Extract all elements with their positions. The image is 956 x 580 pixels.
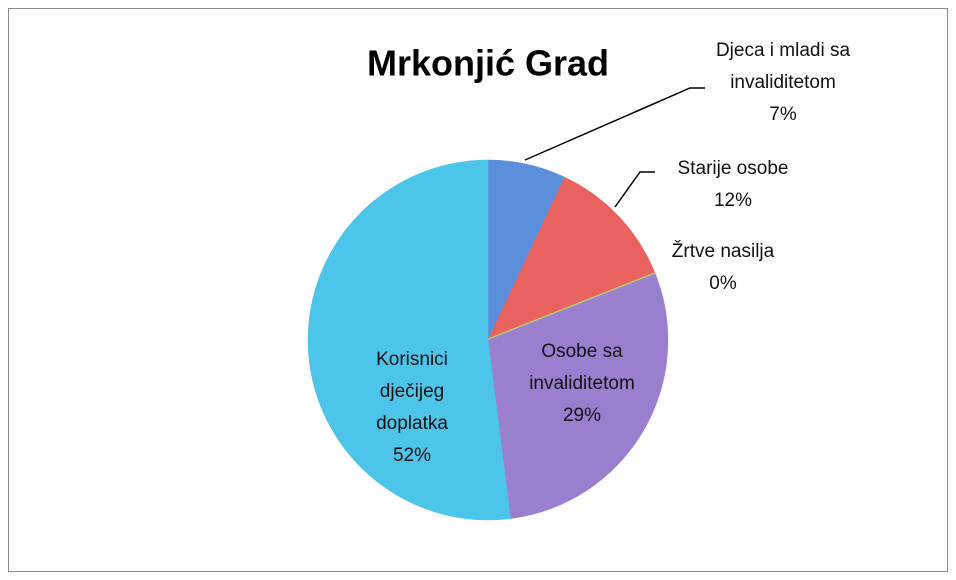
data-label: Korisnici dječijeg doplatka 52% (352, 344, 472, 472)
data-label: Djeca i mladi sa invaliditetom 7% (688, 35, 878, 131)
value-label: 12% (713, 190, 753, 211)
chart-title: Mrkonjić Grad (367, 43, 609, 84)
category-label: Žrtve nasilja (671, 241, 775, 262)
leader-line (524, 87, 705, 161)
pie-slice (487, 273, 669, 519)
data-label: Osobe sa invaliditetom 29% (507, 336, 657, 432)
value-label: 29% (562, 405, 602, 426)
category-label: Korisnici dječijeg doplatka (376, 349, 448, 434)
category-label: Osobe sa invaliditetom (529, 341, 635, 394)
value-label: 0% (709, 273, 737, 294)
data-label: Starije osobe 12% (653, 153, 813, 217)
value-label: 52% (392, 445, 432, 466)
pie-slice (487, 176, 656, 341)
leader-line (614, 171, 655, 208)
category-label: Starije osobe (677, 158, 789, 179)
value-label: 7% (769, 104, 797, 125)
category-label: Djeca i mladi sa invaliditetom (715, 40, 851, 93)
data-label: Žrtve nasilja 0% (643, 236, 803, 300)
pie-slice (307, 159, 511, 521)
